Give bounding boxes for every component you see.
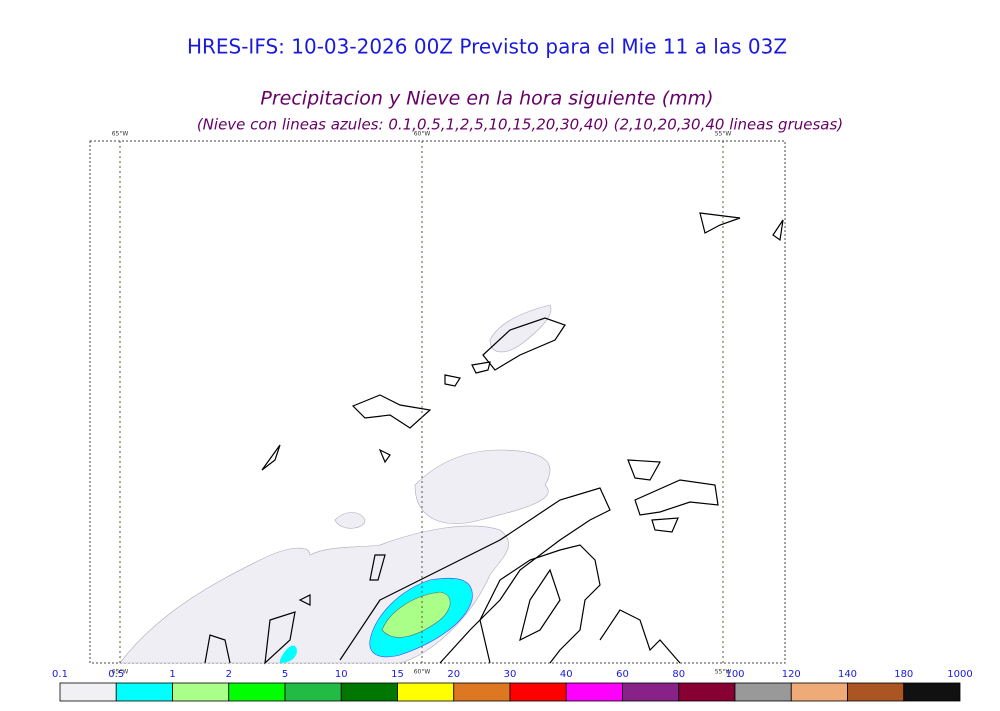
map: 65°W 65°W 60°W 60°W 55°W 55°W xyxy=(89,131,786,676)
colorbar-swatch xyxy=(228,682,286,702)
colorbar-label: 15 xyxy=(391,669,404,680)
colorbar: 0.1 0.5 1 2 5 10 15 20 30 40 60 80 100 120 140 180 1000 xyxy=(52,669,973,702)
colorbar-label: 60 xyxy=(616,669,629,680)
precip-area xyxy=(280,645,297,663)
colorbar-swatch xyxy=(565,682,623,702)
lon-label: 65°W xyxy=(112,131,129,138)
colorbar-swatch xyxy=(790,682,848,702)
colorbar-label: 0.1 xyxy=(52,669,68,680)
colorbar-label: 80 xyxy=(672,669,685,680)
colorbar-label: 0.5 xyxy=(108,669,124,680)
lon-label: 60°W xyxy=(414,131,431,138)
lon-label: 55°W xyxy=(715,669,732,676)
lon-label: 55°W xyxy=(715,131,732,138)
colorbar-label: 1000 xyxy=(947,669,972,680)
colorbar-swatch xyxy=(172,682,230,702)
colorbar-label: 20 xyxy=(447,669,460,680)
colorbar-label: 120 xyxy=(782,669,801,680)
colorbar-label: 140 xyxy=(838,669,857,680)
subtitle: Precipitacion y Nieve en la hora siguien… xyxy=(260,88,713,110)
colorbar-label: 10 xyxy=(335,669,348,680)
colorbar-swatch xyxy=(903,682,961,702)
colorbar-label: 180 xyxy=(894,669,913,680)
colorbar-label: 1 xyxy=(169,669,175,680)
colorbar-swatch xyxy=(509,682,567,702)
colorbar-label: 40 xyxy=(560,669,573,680)
colorbar-label: 5 xyxy=(282,669,288,680)
precip-area xyxy=(334,512,366,529)
colorbar-swatch xyxy=(59,682,117,702)
colorbar-label: 100 xyxy=(725,669,744,680)
colorbar-swatch xyxy=(622,682,680,702)
colorbar-swatch xyxy=(847,682,905,702)
colorbar-swatch xyxy=(678,682,736,702)
title: HRES-IFS: 10-03-2026 00Z Previsto para e… xyxy=(187,35,787,59)
lon-label: 60°W xyxy=(414,669,431,676)
colorbar-swatch xyxy=(115,682,173,702)
colorbar-label: 30 xyxy=(504,669,517,680)
precip-area xyxy=(381,591,451,638)
colorbar-swatch xyxy=(397,682,455,702)
colorbar-label: 2 xyxy=(226,669,232,680)
colorbar-swatch xyxy=(453,682,511,702)
lon-label: 65°W xyxy=(112,669,129,676)
colorbar-swatch xyxy=(284,682,342,702)
colorbar-swatch xyxy=(734,682,792,702)
colorbar-swatch xyxy=(340,682,398,702)
note: (Nieve con lineas azules: 0.1,0.5,1,2,5,… xyxy=(197,116,843,134)
precip-area xyxy=(489,304,552,353)
coastline xyxy=(204,212,784,665)
precip-area xyxy=(414,449,551,524)
